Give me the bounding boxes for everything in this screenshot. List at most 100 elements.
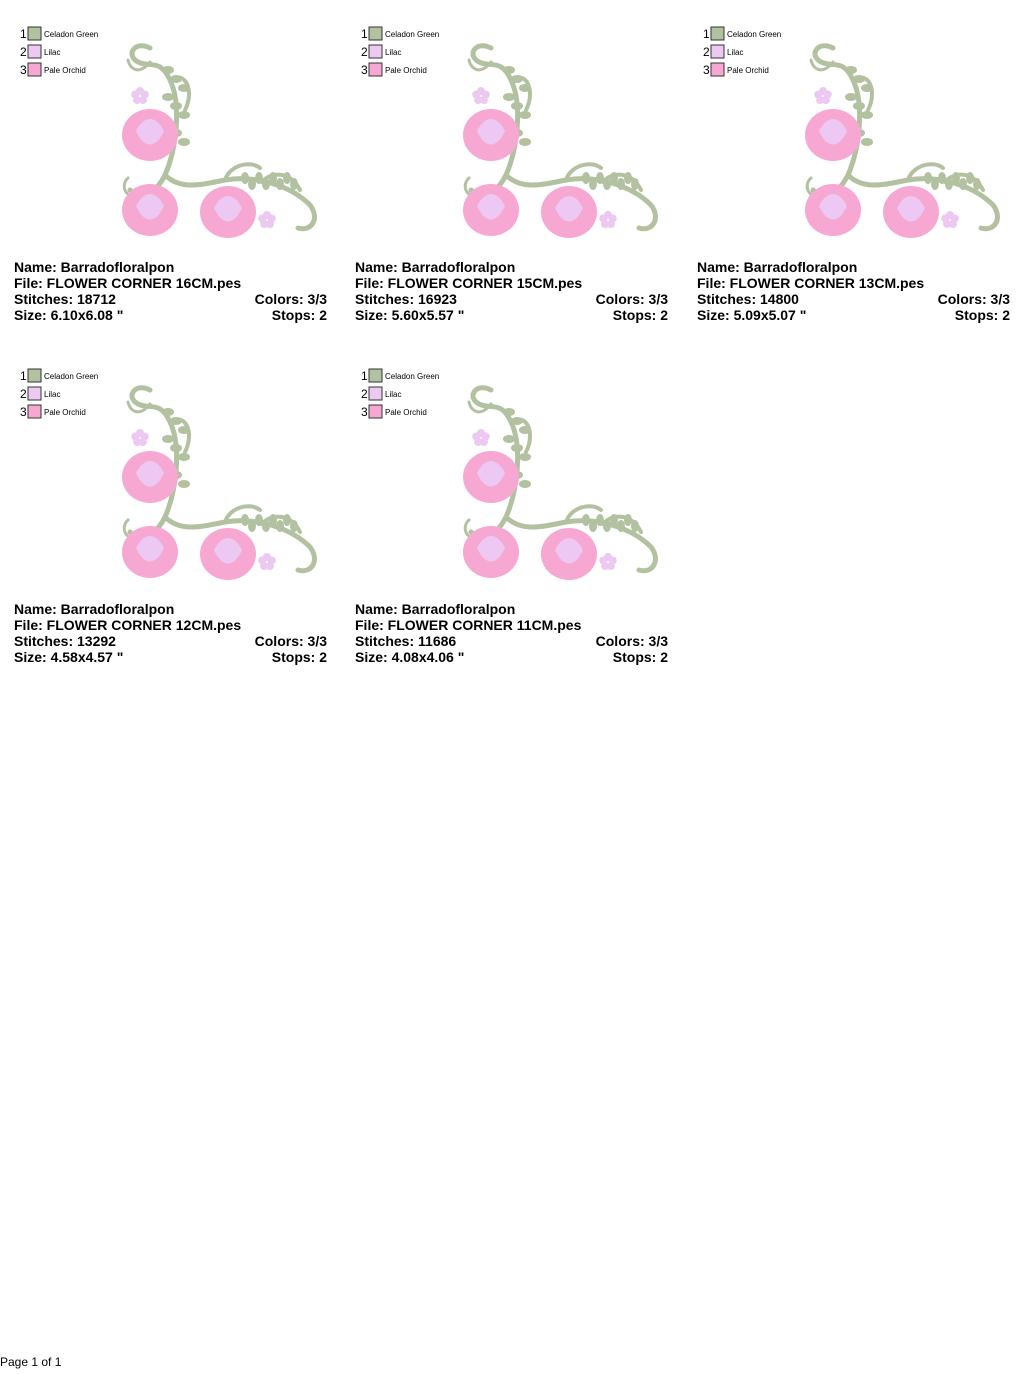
leaf	[519, 426, 531, 434]
leaf	[503, 408, 515, 416]
legend-number: 3	[20, 405, 27, 419]
leaf	[269, 172, 277, 184]
legend-number: 3	[703, 63, 710, 77]
legend-name: Pale Orchid	[385, 66, 427, 75]
design-file: File: FLOWER CORNER 13CM.pes	[697, 275, 924, 291]
stop-count: Stops: 2	[955, 307, 1010, 323]
leaf	[162, 66, 174, 74]
color-swatch	[710, 62, 725, 77]
stem	[223, 504, 262, 524]
color-count: Colors: 3/3	[938, 291, 1011, 307]
color-swatch	[27, 26, 42, 41]
leaf	[248, 520, 256, 532]
embroidery-design	[122, 43, 317, 238]
color-swatch	[27, 368, 42, 383]
leaf	[290, 520, 298, 532]
color-count: Colors: 3/3	[596, 291, 669, 307]
leaf	[269, 514, 277, 526]
petal-detail	[136, 119, 164, 145]
color-count: Colors: 3/3	[596, 633, 669, 649]
legend-name: Lilac	[385, 48, 401, 57]
petal-detail	[897, 196, 925, 222]
legend-number: 2	[703, 45, 710, 59]
leaf	[596, 172, 604, 184]
petal-detail	[214, 196, 242, 222]
design-size: Size: 4.08x4.06 "	[355, 649, 464, 665]
leaf	[589, 178, 597, 190]
design-card: 1 Celadon Green 2 Lilac 3 Pale Orchid Name: Ba…	[697, 26, 1011, 323]
color-swatch	[710, 44, 725, 59]
color-swatch	[368, 368, 383, 383]
stem	[809, 58, 835, 72]
legend-number: 1	[361, 369, 368, 383]
design-card: 1 Celadon Green 2 Lilac 3 Pale Orchid Name: Ba…	[14, 26, 327, 323]
blossom-petal	[472, 432, 481, 441]
petal-detail	[136, 461, 164, 487]
leaf	[519, 111, 531, 119]
leaf	[861, 84, 873, 92]
page-footer: Page 1 of 1	[0, 1355, 62, 1369]
leaf	[582, 514, 590, 526]
leaf	[178, 138, 190, 146]
leaf	[170, 102, 182, 110]
blossom-petal	[821, 96, 830, 105]
color-swatch	[710, 26, 725, 41]
color-swatch	[368, 62, 383, 77]
color-swatch	[368, 44, 383, 59]
leaf	[589, 520, 597, 532]
legend-name: Celadon Green	[385, 30, 439, 39]
legend-name: Celadon Green	[727, 30, 781, 39]
leaf	[931, 178, 939, 190]
petal-detail	[555, 538, 583, 564]
leaf	[503, 66, 515, 74]
leaf	[290, 178, 298, 190]
leaf	[255, 172, 263, 184]
leaf	[241, 514, 249, 526]
leaf	[511, 417, 523, 425]
stem	[564, 504, 603, 524]
legend-number: 3	[361, 405, 368, 419]
petal-detail	[477, 119, 505, 145]
petal-detail	[136, 194, 164, 220]
leaf	[162, 93, 174, 101]
leaf	[617, 520, 625, 532]
stem	[467, 400, 493, 414]
legend-number: 2	[361, 45, 368, 59]
design-name: Name: Barradofloralpon	[355, 601, 515, 617]
leaf	[519, 480, 531, 488]
legend-name: Celadon Green	[44, 30, 98, 39]
blossom-petal	[138, 438, 147, 447]
petal-detail	[477, 461, 505, 487]
leaf	[952, 172, 960, 184]
stitch-count: Stitches: 18712	[14, 291, 116, 307]
color-swatch	[27, 404, 42, 419]
leaf	[262, 178, 270, 190]
design-name: Name: Barradofloralpon	[355, 259, 515, 275]
stitch-count: Stitches: 11686	[355, 633, 456, 649]
design-card: 1 Celadon Green 2 Lilac 3 Pale Orchid Name: Ba…	[355, 368, 669, 665]
leaf	[966, 172, 974, 184]
leaf	[861, 111, 873, 119]
design-name: Name: Barradofloralpon	[14, 601, 174, 617]
stem	[126, 58, 152, 72]
stem	[906, 162, 945, 182]
leaf	[276, 178, 284, 190]
design-name: Name: Barradofloralpon	[697, 259, 857, 275]
leaf	[241, 172, 249, 184]
petal-detail	[819, 194, 847, 220]
design-size: Size: 4.58x4.57 "	[14, 649, 123, 665]
leaf	[262, 520, 270, 532]
design-file: File: FLOWER CORNER 16CM.pes	[14, 275, 241, 291]
petal-detail	[555, 196, 583, 222]
color-swatch	[27, 44, 42, 59]
leaf	[596, 514, 604, 526]
leaf	[631, 520, 639, 532]
embroidery-design	[805, 43, 1000, 238]
embroidery-design	[463, 43, 658, 238]
petal-detail	[477, 194, 505, 220]
leaf	[610, 172, 618, 184]
leaf	[178, 480, 190, 488]
blossom-petal	[599, 556, 608, 565]
blossom-petal	[138, 96, 147, 105]
